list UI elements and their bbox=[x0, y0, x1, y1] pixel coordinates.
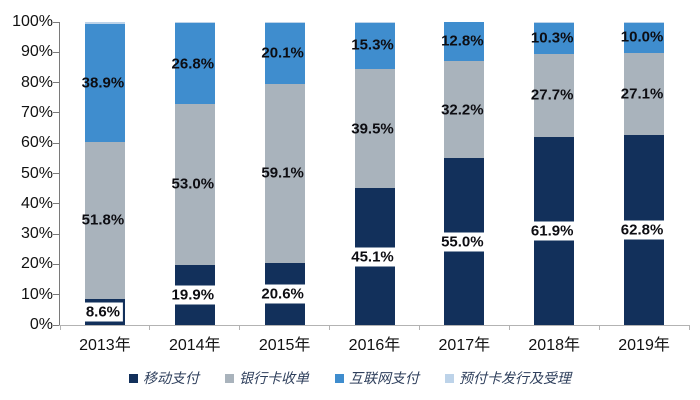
bar-segment-2 bbox=[534, 53, 575, 138]
y-axis-tick bbox=[53, 112, 59, 114]
data-label: 20.1% bbox=[261, 44, 304, 62]
bar-segment-2 bbox=[444, 60, 485, 159]
x-tick-label: 2018年 bbox=[528, 337, 580, 354]
bar-segment-3 bbox=[534, 22, 575, 54]
plot-area: 8.6% 51.8% 38.9% 19.9% 53.0% 26.8% 20.6% 59.1% 2… bbox=[53, 21, 690, 330]
legend-swatch-icon bbox=[445, 373, 454, 383]
data-label: 62.8% bbox=[617, 220, 667, 240]
y-axis-tick bbox=[53, 142, 59, 144]
legend-label: 预付卡发行及受理 bbox=[459, 372, 571, 387]
y-tick-label: 30% bbox=[20, 225, 53, 243]
x-tick-label: 2015年 bbox=[258, 337, 311, 354]
y-axis-line bbox=[59, 22, 60, 325]
y-tick-label: 40% bbox=[20, 194, 53, 212]
y-axis-tick bbox=[53, 82, 59, 84]
bar-segment-2 bbox=[264, 83, 305, 263]
y-tick-label: 20% bbox=[20, 255, 53, 273]
bar-segment-4 bbox=[174, 22, 215, 23]
legend-item-4: 预付卡发行及受理 bbox=[445, 368, 571, 388]
x-axis-tick bbox=[59, 325, 61, 330]
data-label: 19.9% bbox=[168, 285, 218, 305]
data-label: 20.6% bbox=[258, 284, 307, 304]
bar-segment-3 bbox=[174, 22, 215, 105]
bar-segment-2 bbox=[84, 142, 125, 299]
x-axis-line bbox=[59, 325, 690, 326]
x-tick-label: 2017年 bbox=[438, 337, 491, 354]
x-tick-label: 2016年 bbox=[348, 337, 401, 354]
y-axis-tick bbox=[53, 21, 59, 23]
bar-segment-4 bbox=[264, 22, 305, 23]
data-label: 55.0% bbox=[438, 232, 487, 252]
legend-item-1: 移动支付 bbox=[129, 368, 199, 388]
y-axis-tick bbox=[53, 324, 59, 326]
y-tick-label: 50% bbox=[20, 164, 53, 182]
bar-segment-2 bbox=[354, 68, 395, 189]
data-label: 10.3% bbox=[530, 29, 574, 47]
data-label: 8.6% bbox=[82, 302, 124, 322]
y-axis-tick bbox=[53, 51, 59, 53]
bar-segment-3 bbox=[264, 22, 305, 84]
legend-label: 互联网支付 bbox=[349, 372, 419, 387]
y-tick-label: 100% bbox=[12, 13, 53, 30]
legend-label: 移动支付 bbox=[143, 372, 199, 387]
legend: 移动支付 银行卡收单 互联网支付 预付卡发行及受理 bbox=[0, 366, 700, 390]
data-label: 26.8% bbox=[171, 55, 215, 72]
legend-swatch-icon bbox=[129, 373, 138, 383]
bar-segment-4 bbox=[84, 22, 125, 25]
bar-segment-3 bbox=[444, 22, 485, 61]
y-tick-label: 90% bbox=[20, 43, 53, 61]
data-label: 27.7% bbox=[530, 86, 574, 104]
y-axis-tick bbox=[53, 233, 59, 235]
data-label: 38.9% bbox=[81, 74, 125, 92]
y-axis-tick bbox=[53, 294, 59, 296]
data-label: 61.9% bbox=[527, 221, 577, 241]
legend-item-2: 银行卡收单 bbox=[225, 368, 309, 388]
legend-swatch-icon bbox=[225, 373, 234, 383]
y-tick-label: 70% bbox=[20, 103, 53, 121]
data-label: 51.8% bbox=[81, 211, 125, 229]
y-axis-tick bbox=[53, 203, 59, 205]
bar-segment-3 bbox=[354, 22, 395, 69]
x-tick-label: 2013年 bbox=[79, 337, 131, 354]
data-label: 12.8% bbox=[441, 32, 484, 50]
bar-segment-3 bbox=[84, 24, 125, 142]
x-tick-label: 2014年 bbox=[168, 337, 221, 354]
y-axis-tick bbox=[53, 263, 59, 265]
data-label: 15.3% bbox=[351, 36, 394, 54]
data-label: 32.2% bbox=[441, 101, 484, 119]
bar-segment-3 bbox=[624, 22, 665, 53]
data-label: 10.0% bbox=[620, 28, 664, 46]
y-axis-tick bbox=[53, 173, 59, 174]
y-tick-label: 60% bbox=[20, 134, 53, 152]
data-label: 39.5% bbox=[351, 120, 394, 137]
x-axis-tick bbox=[149, 325, 151, 330]
bar-segment-2 bbox=[624, 52, 665, 135]
data-label: 53.0% bbox=[171, 175, 215, 193]
legend-label: 银行卡收单 bbox=[239, 372, 309, 387]
x-axis-tick bbox=[329, 325, 331, 330]
y-tick-label: 0% bbox=[29, 316, 53, 333]
x-axis-tick bbox=[688, 325, 690, 330]
x-axis-tick bbox=[418, 325, 420, 330]
x-axis-tick bbox=[508, 325, 510, 330]
legend-swatch-icon bbox=[335, 373, 344, 383]
x-axis-tick bbox=[239, 325, 241, 330]
bar-segment-2 bbox=[174, 104, 215, 265]
x-tick-label: 2019年 bbox=[618, 337, 670, 354]
x-axis-tick bbox=[598, 325, 600, 330]
data-label: 27.1% bbox=[620, 85, 664, 103]
y-tick-label: 80% bbox=[20, 73, 53, 91]
data-label: 59.1% bbox=[261, 164, 304, 182]
data-label: 45.1% bbox=[348, 247, 397, 267]
legend-item-3: 互联网支付 bbox=[335, 368, 419, 388]
y-tick-label: 10% bbox=[20, 285, 53, 303]
